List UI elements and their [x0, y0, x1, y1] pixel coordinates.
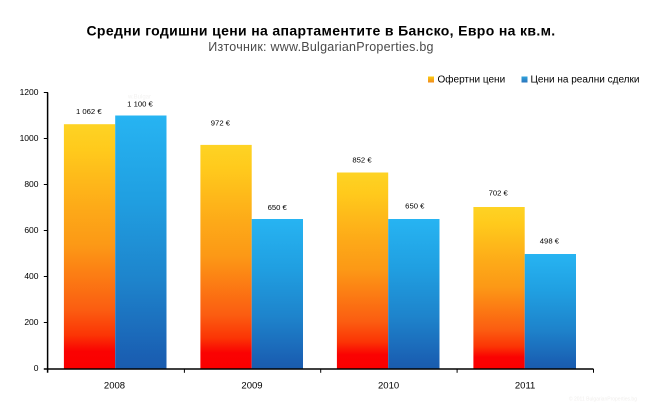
- svg-text:800: 800: [24, 179, 38, 189]
- svg-text:1200: 1200: [20, 87, 39, 97]
- svg-text:600: 600: [24, 225, 38, 235]
- svg-text:1000: 1000: [20, 133, 39, 143]
- svg-text:200: 200: [24, 317, 38, 327]
- svg-text:650 €: 650 €: [268, 203, 288, 212]
- svg-text:972 €: 972 €: [211, 119, 231, 128]
- svg-text:2008: 2008: [104, 381, 125, 392]
- svg-text:1 100 €: 1 100 €: [127, 100, 153, 109]
- svg-text:702 €: 702 €: [489, 189, 509, 198]
- svg-text:w.Bulgar: w.Bulgar: [127, 95, 151, 101]
- svg-text:498 €: 498 €: [540, 237, 560, 246]
- svg-text:Източник: www.BulgarianPropert: Източник: www.BulgarianProperties.bg: [208, 40, 433, 54]
- svg-text:© 2011 BulgarianProperties.bg: © 2011 BulgarianProperties.bg: [569, 396, 637, 403]
- svg-text:Цени на реални сделки: Цени на реални сделки: [531, 74, 640, 85]
- svg-text:Средни годишни цени на апартам: Средни годишни цени на апартаментите в Б…: [86, 22, 555, 38]
- svg-text:1 062 €: 1 062 €: [76, 107, 102, 116]
- svg-text:0: 0: [34, 363, 39, 373]
- svg-text:2010: 2010: [378, 381, 399, 392]
- svg-text:2009: 2009: [241, 381, 262, 392]
- svg-text:852 €: 852 €: [352, 155, 372, 164]
- svg-text:400: 400: [24, 271, 38, 281]
- svg-text:2011: 2011: [515, 381, 535, 392]
- svg-text:Офертни цени: Офертни цени: [438, 73, 506, 85]
- svg-text:650 €: 650 €: [405, 202, 425, 211]
